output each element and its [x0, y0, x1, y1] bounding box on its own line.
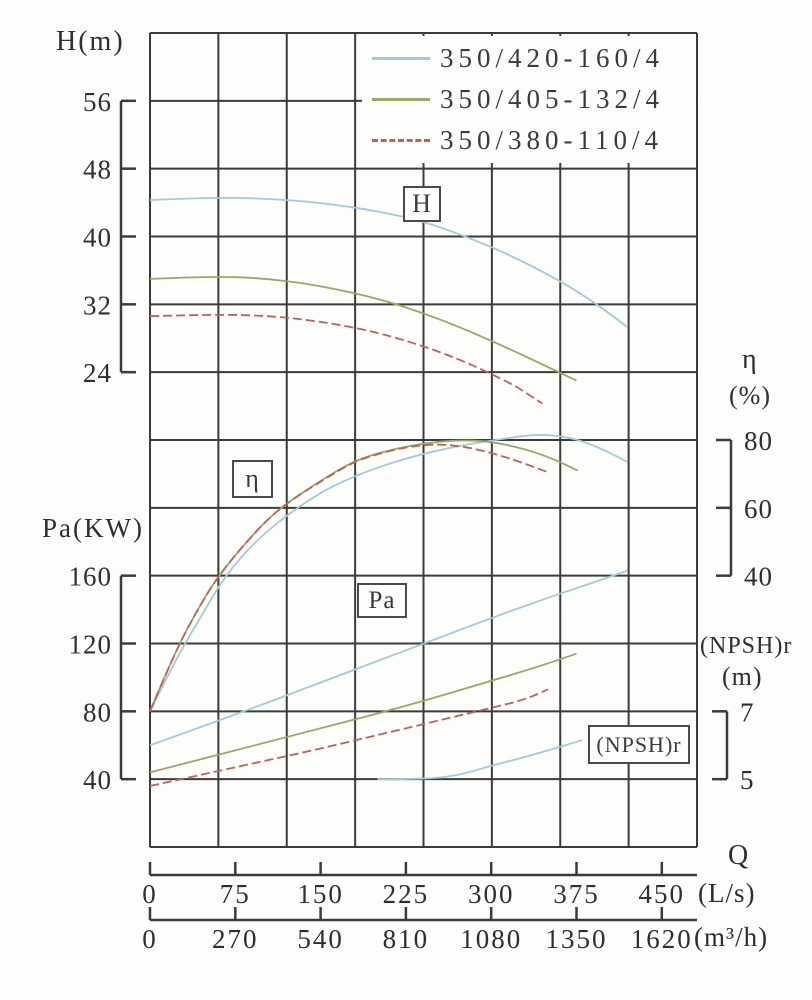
npsh-curve-tag: (NPSH)r [588, 725, 690, 764]
curve-pa-350/405-132/4 [149, 652, 577, 774]
tick-label: 540 [297, 924, 344, 954]
tick-label: 40 [83, 223, 112, 253]
tick-label: 0 [142, 879, 158, 909]
q-axis-title: Q [728, 840, 751, 871]
tick-label: 375 [553, 879, 600, 909]
tick-label: 810 [383, 924, 430, 954]
h-curve-tag: H [403, 186, 441, 222]
tick-label: 225 [383, 879, 430, 909]
tick-label: 80 [83, 697, 112, 727]
tick-label: 32 [83, 290, 112, 320]
npsh-axis: 75 [712, 697, 755, 795]
legend-line-icon [372, 139, 430, 142]
tick-label: 75 [220, 879, 251, 909]
pa-curve-tag: Pa [357, 583, 407, 618]
q-ls-unit: (L/s) [698, 878, 756, 908]
q-m3h-unit: (m³/h) [694, 922, 769, 952]
tick-label: 48 [83, 155, 112, 185]
curve-h-350/405-132/4 [149, 276, 577, 382]
eta-curve-tag: η [232, 460, 273, 498]
tick-label: 40 [83, 765, 112, 795]
eta-axis-unit: (%) [729, 381, 771, 410]
tick-label: 1620 [631, 924, 693, 954]
curve-eta-350/420-160/4 [149, 434, 629, 712]
pa-axis-title: Pa(KW) [42, 513, 144, 543]
legend-label: 350/405-132/4 [440, 84, 664, 114]
legend-line-icon [372, 57, 430, 60]
tick-label: 1350 [546, 924, 608, 954]
curves [149, 196, 629, 787]
legend-label: 350/420-160/4 [440, 43, 664, 73]
tick-label: 150 [297, 879, 344, 909]
tick-label: 0 [142, 924, 158, 954]
curve-npsh-350/420-160/4 [377, 739, 583, 781]
eta-axis-title: η [742, 344, 759, 375]
tick-label: 5 [740, 765, 755, 795]
curve-h-350/420-160/4 [149, 196, 629, 328]
tick-label: 56 [83, 87, 112, 117]
curve-pa-350/380-110/4 [149, 688, 549, 787]
tick-label: 300 [468, 879, 515, 909]
tick-label: 120 [69, 630, 113, 660]
legend-item: 350/405-132/4 [372, 82, 696, 118]
legend-item: 350/420-160/4 [372, 41, 696, 77]
tick-label: 450 [639, 879, 686, 909]
tick-label: 1080 [460, 924, 522, 954]
tick-label: 7 [740, 697, 755, 727]
tick-label: 270 [212, 924, 259, 954]
curve-pa-350/420-160/4 [149, 569, 628, 747]
eta-axis: 80 60 40 [716, 426, 773, 592]
tick-label: 24 [83, 358, 112, 388]
tick-label: 60 [744, 494, 773, 524]
legend-item: 350/380-110/4 [372, 123, 696, 159]
pa-axis: 160 120 80 40 [69, 562, 136, 795]
tick-label: 160 [69, 562, 113, 592]
tick-label: 80 [744, 426, 773, 456]
h-axis: 56 48 40 32 24 [83, 87, 136, 388]
q-m3h-axis: 0 270 540 810 1080 1350 1620 [142, 907, 697, 954]
q-ls-axis: 0 75 150 225 300 375 450 [142, 862, 697, 909]
curve-h-350/380-110/4 [149, 313, 543, 405]
legend-label: 350/380-110/4 [440, 125, 663, 155]
npsh-axis-unit: (m) [722, 662, 763, 691]
h-axis-title: H(m) [56, 26, 125, 57]
legend: 350/420-160/4 350/405-132/4 350/380-110/… [362, 36, 696, 163]
tick-label: 40 [744, 562, 773, 592]
npsh-axis-title: (NPSH)r [700, 633, 793, 659]
legend-line-icon [372, 98, 430, 101]
